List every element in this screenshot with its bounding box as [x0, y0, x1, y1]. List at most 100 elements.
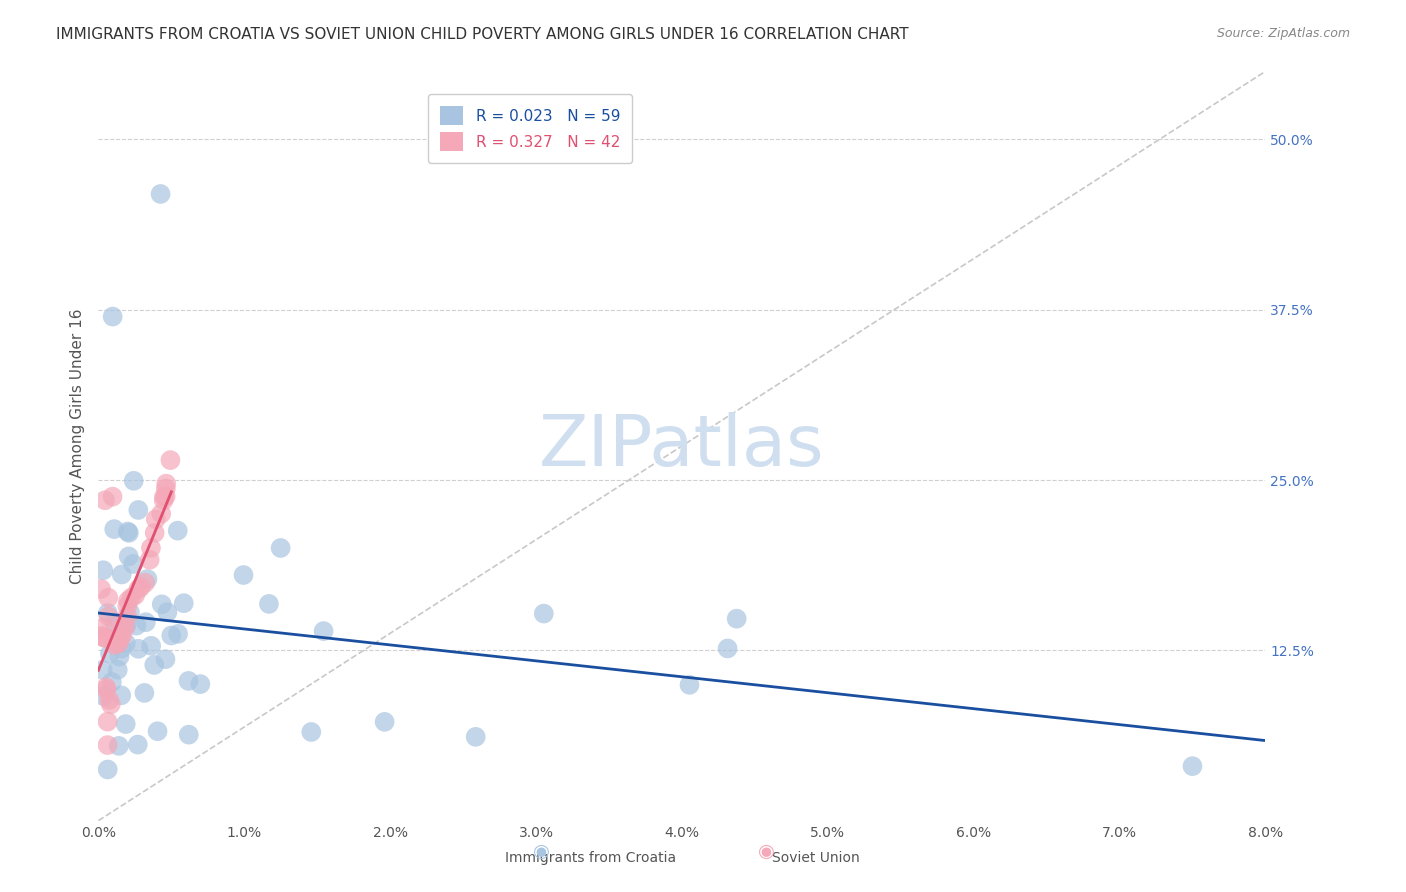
Soviet Union — [97, 591, 120, 605]
Immigrants from Croatia — [143, 657, 166, 672]
Soviet Union — [103, 638, 125, 652]
Text: Soviet Union: Soviet Union — [772, 851, 859, 865]
Immigrants from Croatia — [114, 717, 136, 731]
Soviet Union — [134, 575, 156, 590]
Soviet Union — [155, 489, 177, 503]
Immigrants from Croatia — [118, 549, 141, 564]
Soviet Union — [97, 738, 120, 752]
Immigrants from Croatia — [91, 563, 114, 577]
Immigrants from Croatia — [135, 615, 157, 630]
Soviet Union — [111, 629, 134, 643]
Soviet Union — [143, 525, 166, 540]
Immigrants from Croatia — [97, 763, 120, 777]
Immigrants from Croatia — [118, 525, 141, 540]
Immigrants from Croatia — [104, 616, 127, 631]
Immigrants from Croatia — [101, 675, 124, 690]
Soviet Union — [139, 541, 162, 555]
Soviet Union — [150, 507, 173, 521]
Soviet Union — [117, 609, 139, 624]
Soviet Union — [124, 588, 146, 602]
Immigrants from Croatia — [155, 652, 177, 666]
Soviet Union — [107, 636, 129, 650]
Immigrants from Croatia — [103, 522, 125, 536]
Soviet Union — [120, 591, 142, 605]
Soviet Union — [96, 714, 118, 729]
Soviet Union — [98, 693, 121, 707]
Soviet Union — [155, 476, 177, 491]
Soviet Union — [138, 553, 160, 567]
Immigrants from Croatia — [136, 572, 159, 586]
Immigrants from Croatia — [374, 714, 396, 729]
Immigrants from Croatia — [533, 607, 555, 621]
Immigrants from Croatia — [190, 677, 212, 691]
Immigrants from Croatia — [110, 689, 132, 703]
Text: ◉: ◉ — [758, 842, 775, 861]
Immigrants from Croatia — [177, 673, 200, 688]
Immigrants from Croatia — [464, 730, 486, 744]
Immigrants from Croatia — [141, 639, 163, 653]
Soviet Union — [107, 631, 129, 645]
Immigrants from Croatia — [312, 624, 335, 639]
Soviet Union — [100, 698, 122, 712]
Soviet Union — [93, 620, 115, 634]
Soviet Union — [129, 580, 152, 594]
Immigrants from Croatia — [716, 641, 738, 656]
Immigrants from Croatia — [177, 728, 200, 742]
Soviet Union — [97, 609, 120, 624]
Immigrants from Croatia — [150, 597, 173, 611]
Immigrants from Croatia — [108, 649, 131, 664]
Immigrants from Croatia — [1181, 759, 1204, 773]
Legend: R = 0.023   N = 59, R = 0.327   N = 42: R = 0.023 N = 59, R = 0.327 N = 42 — [429, 94, 633, 163]
Immigrants from Croatia — [173, 596, 195, 610]
Immigrants from Croatia — [166, 524, 188, 538]
Soviet Union — [96, 682, 118, 697]
Soviet Union — [152, 493, 174, 508]
Soviet Union — [94, 680, 117, 694]
Soviet Union — [90, 629, 112, 643]
Immigrants from Croatia — [111, 641, 134, 656]
Soviet Union — [159, 453, 181, 467]
Y-axis label: Child Poverty Among Girls Under 16: Child Poverty Among Girls Under 16 — [69, 309, 84, 583]
Soviet Union — [101, 490, 124, 504]
Immigrants from Croatia — [725, 612, 748, 626]
Immigrants from Croatia — [167, 627, 190, 641]
Soviet Union — [117, 599, 139, 613]
Soviet Union — [94, 631, 117, 645]
Immigrants from Croatia — [127, 738, 149, 752]
Immigrants from Croatia — [146, 724, 169, 739]
Immigrants from Croatia — [107, 663, 129, 677]
Immigrants from Croatia — [101, 310, 124, 324]
Immigrants from Croatia — [232, 568, 254, 582]
Soviet Union — [117, 594, 139, 608]
Immigrants from Croatia — [134, 686, 156, 700]
Soviet Union — [94, 493, 117, 508]
Immigrants from Croatia — [93, 689, 115, 703]
Immigrants from Croatia — [125, 618, 148, 632]
Soviet Union — [105, 636, 128, 650]
Text: ◉: ◉ — [533, 842, 550, 861]
Text: ZIPatlas: ZIPatlas — [538, 411, 825, 481]
Immigrants from Croatia — [122, 557, 145, 571]
Immigrants from Croatia — [257, 597, 280, 611]
Immigrants from Croatia — [107, 739, 129, 753]
Immigrants from Croatia — [117, 524, 139, 539]
Immigrants from Croatia — [149, 186, 172, 201]
Soviet Union — [114, 620, 136, 634]
Immigrants from Croatia — [111, 567, 134, 582]
Soviet Union — [110, 630, 132, 644]
Immigrants from Croatia — [160, 628, 183, 642]
Immigrants from Croatia — [115, 618, 138, 632]
Soviet Union — [91, 630, 114, 644]
Soviet Union — [90, 582, 112, 596]
Immigrants from Croatia — [678, 678, 700, 692]
Soviet Union — [145, 512, 167, 526]
Text: IMMIGRANTS FROM CROATIA VS SOVIET UNION CHILD POVERTY AMONG GIRLS UNDER 16 CORRE: IMMIGRANTS FROM CROATIA VS SOVIET UNION … — [56, 27, 908, 42]
Text: Immigrants from Croatia: Immigrants from Croatia — [505, 851, 676, 865]
Immigrants from Croatia — [118, 605, 141, 619]
Immigrants from Croatia — [122, 474, 145, 488]
Soviet Union — [155, 482, 177, 496]
Immigrants from Croatia — [156, 605, 179, 619]
Soviet Union — [111, 620, 134, 634]
Immigrants from Croatia — [270, 541, 292, 555]
Immigrants from Croatia — [299, 725, 322, 739]
